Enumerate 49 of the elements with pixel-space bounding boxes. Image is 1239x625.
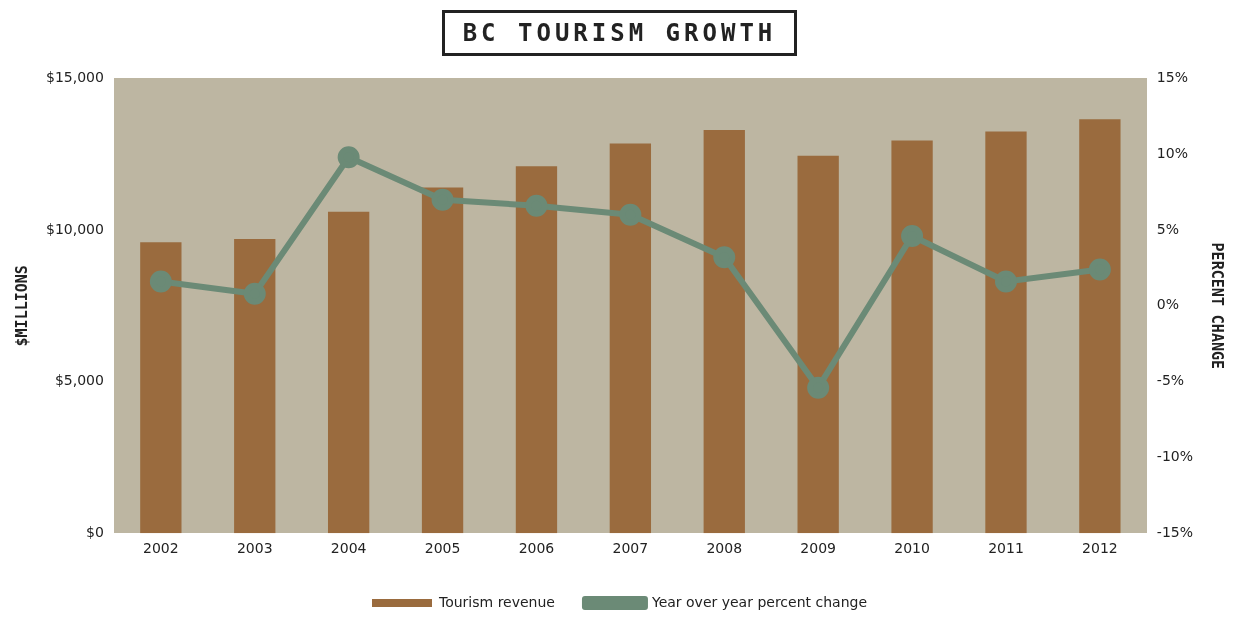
y2-tick-label: 5% [1156,220,1180,237]
y2-tick-label: -5% [1156,372,1185,389]
y2-tick-label: -10% [1156,448,1193,465]
bar [234,239,276,534]
x-tick-label: 2003 [236,540,273,557]
y2-tick-label: 0% [1156,296,1180,313]
y-axis-title: $MILLIONS [12,265,31,347]
point [1088,258,1111,281]
y2-tick-label: 10% [1156,144,1188,161]
bar [1079,119,1121,534]
chart-title: BC TOURISM GROWTH [441,10,798,56]
x-tick-label: 2009 [800,540,836,557]
point [149,270,172,293]
x-tick-label: 2008 [706,540,743,557]
y-tick-label: $5,000 [54,372,104,389]
x-tick-label: 2006 [518,540,555,557]
bar [985,131,1027,534]
x-tick-label: 2011 [988,540,1024,557]
legend-label: Year over year percent change [650,593,868,610]
x-tick-label: 2002 [143,540,179,557]
x-tick-label: 2005 [424,540,461,557]
y2-tick-label: -15% [1156,523,1193,540]
bar [703,129,745,534]
x-tick-label: 2007 [612,540,649,557]
y-tick-label: $10,000 [45,220,104,237]
point [337,146,360,169]
bar [609,143,652,534]
x-tick-label: 2004 [330,540,367,557]
x-tick-label: 2012 [1082,540,1118,557]
point [713,246,736,269]
y-tick-label: $15,000 [45,69,104,86]
point [243,282,266,305]
point [901,225,924,248]
point [525,194,548,217]
bar [327,211,370,534]
y2-axis-title: PERCENT CHANGE [1208,242,1227,370]
y2-tick-label: 15% [1156,69,1188,86]
bar [891,140,933,534]
y-tick-label: $0 [86,523,104,540]
point [994,270,1017,293]
bar [421,187,464,534]
point [431,188,454,211]
point [807,376,830,399]
bar [140,242,182,534]
bar [797,155,839,534]
point [619,203,642,226]
bar [515,166,558,534]
x-tick-label: 2010 [894,540,930,557]
legend-label: Tourism revenue [438,593,555,610]
